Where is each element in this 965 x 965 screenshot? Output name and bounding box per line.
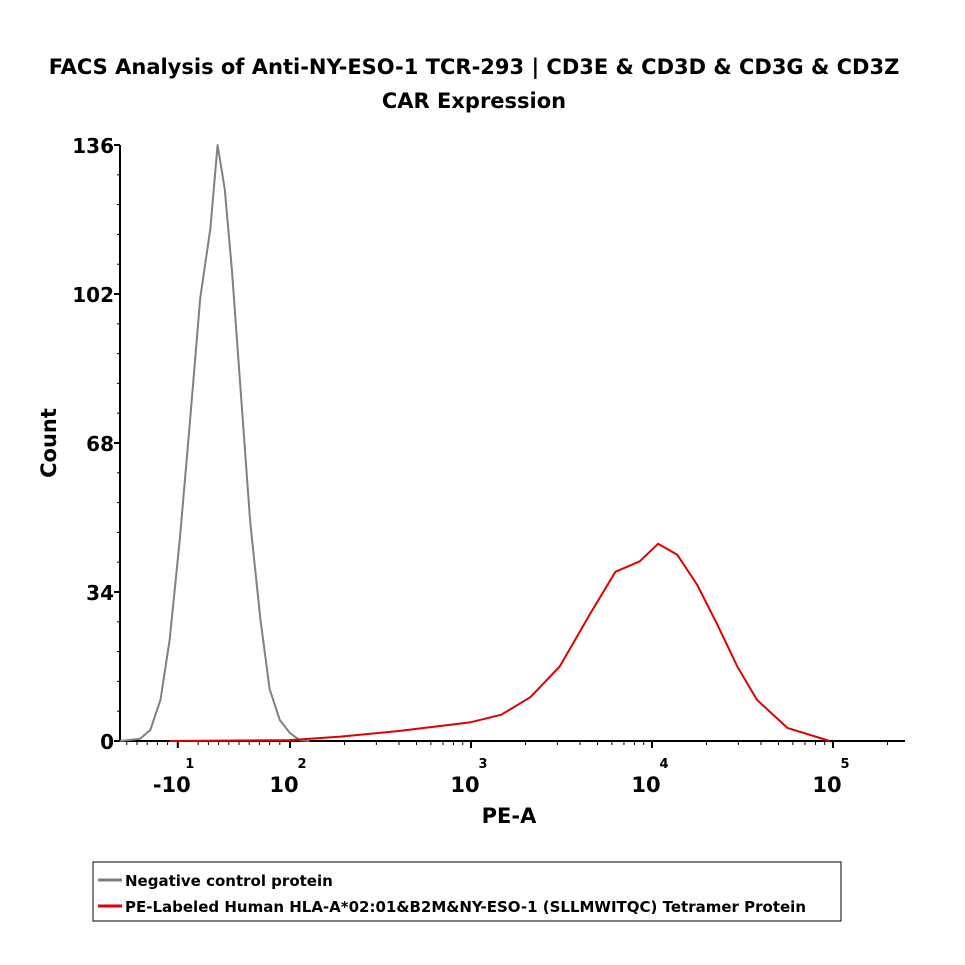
y-axis-label: Count	[37, 408, 61, 478]
x-tick-label-base: 10	[812, 773, 841, 797]
x-tick-label-exponent: 5	[840, 757, 849, 772]
series-line-tetramer	[169, 542, 831, 742]
x-tick-label-base: 10	[269, 773, 298, 797]
y-tick-label: 0	[100, 730, 114, 754]
legend-label-negative: Negative control protein	[125, 872, 333, 890]
x-tick-label-exponent: 2	[297, 757, 306, 772]
x-tick-label-exponent: 3	[478, 757, 487, 772]
y-tick-label: 68	[86, 432, 114, 456]
x-tick-label-base: -10	[153, 773, 191, 797]
y-tick-label: 136	[72, 134, 114, 158]
legend-label-tetramer: PE-Labeled Human HLA-A*02:01&B2M&NY-ESO-…	[125, 898, 806, 916]
x-axis-label: PE-A	[482, 804, 537, 828]
series-line-negative-control	[119, 144, 310, 742]
x-tick-label-exponent: 1	[185, 757, 194, 772]
y-tick-label: 102	[72, 283, 114, 307]
chart-title: FACS Analysis of Anti-NY-ESO-1 TCR-293 |…	[49, 55, 900, 80]
legend-box	[92, 861, 842, 922]
x-tick-label-base: 10	[631, 773, 660, 797]
x-tick-label-base: 10	[450, 773, 479, 797]
y-tick-label: 34	[86, 581, 114, 605]
chart-subtitle: CAR Expression	[382, 89, 566, 113]
x-tick-label-exponent: 4	[659, 757, 668, 772]
